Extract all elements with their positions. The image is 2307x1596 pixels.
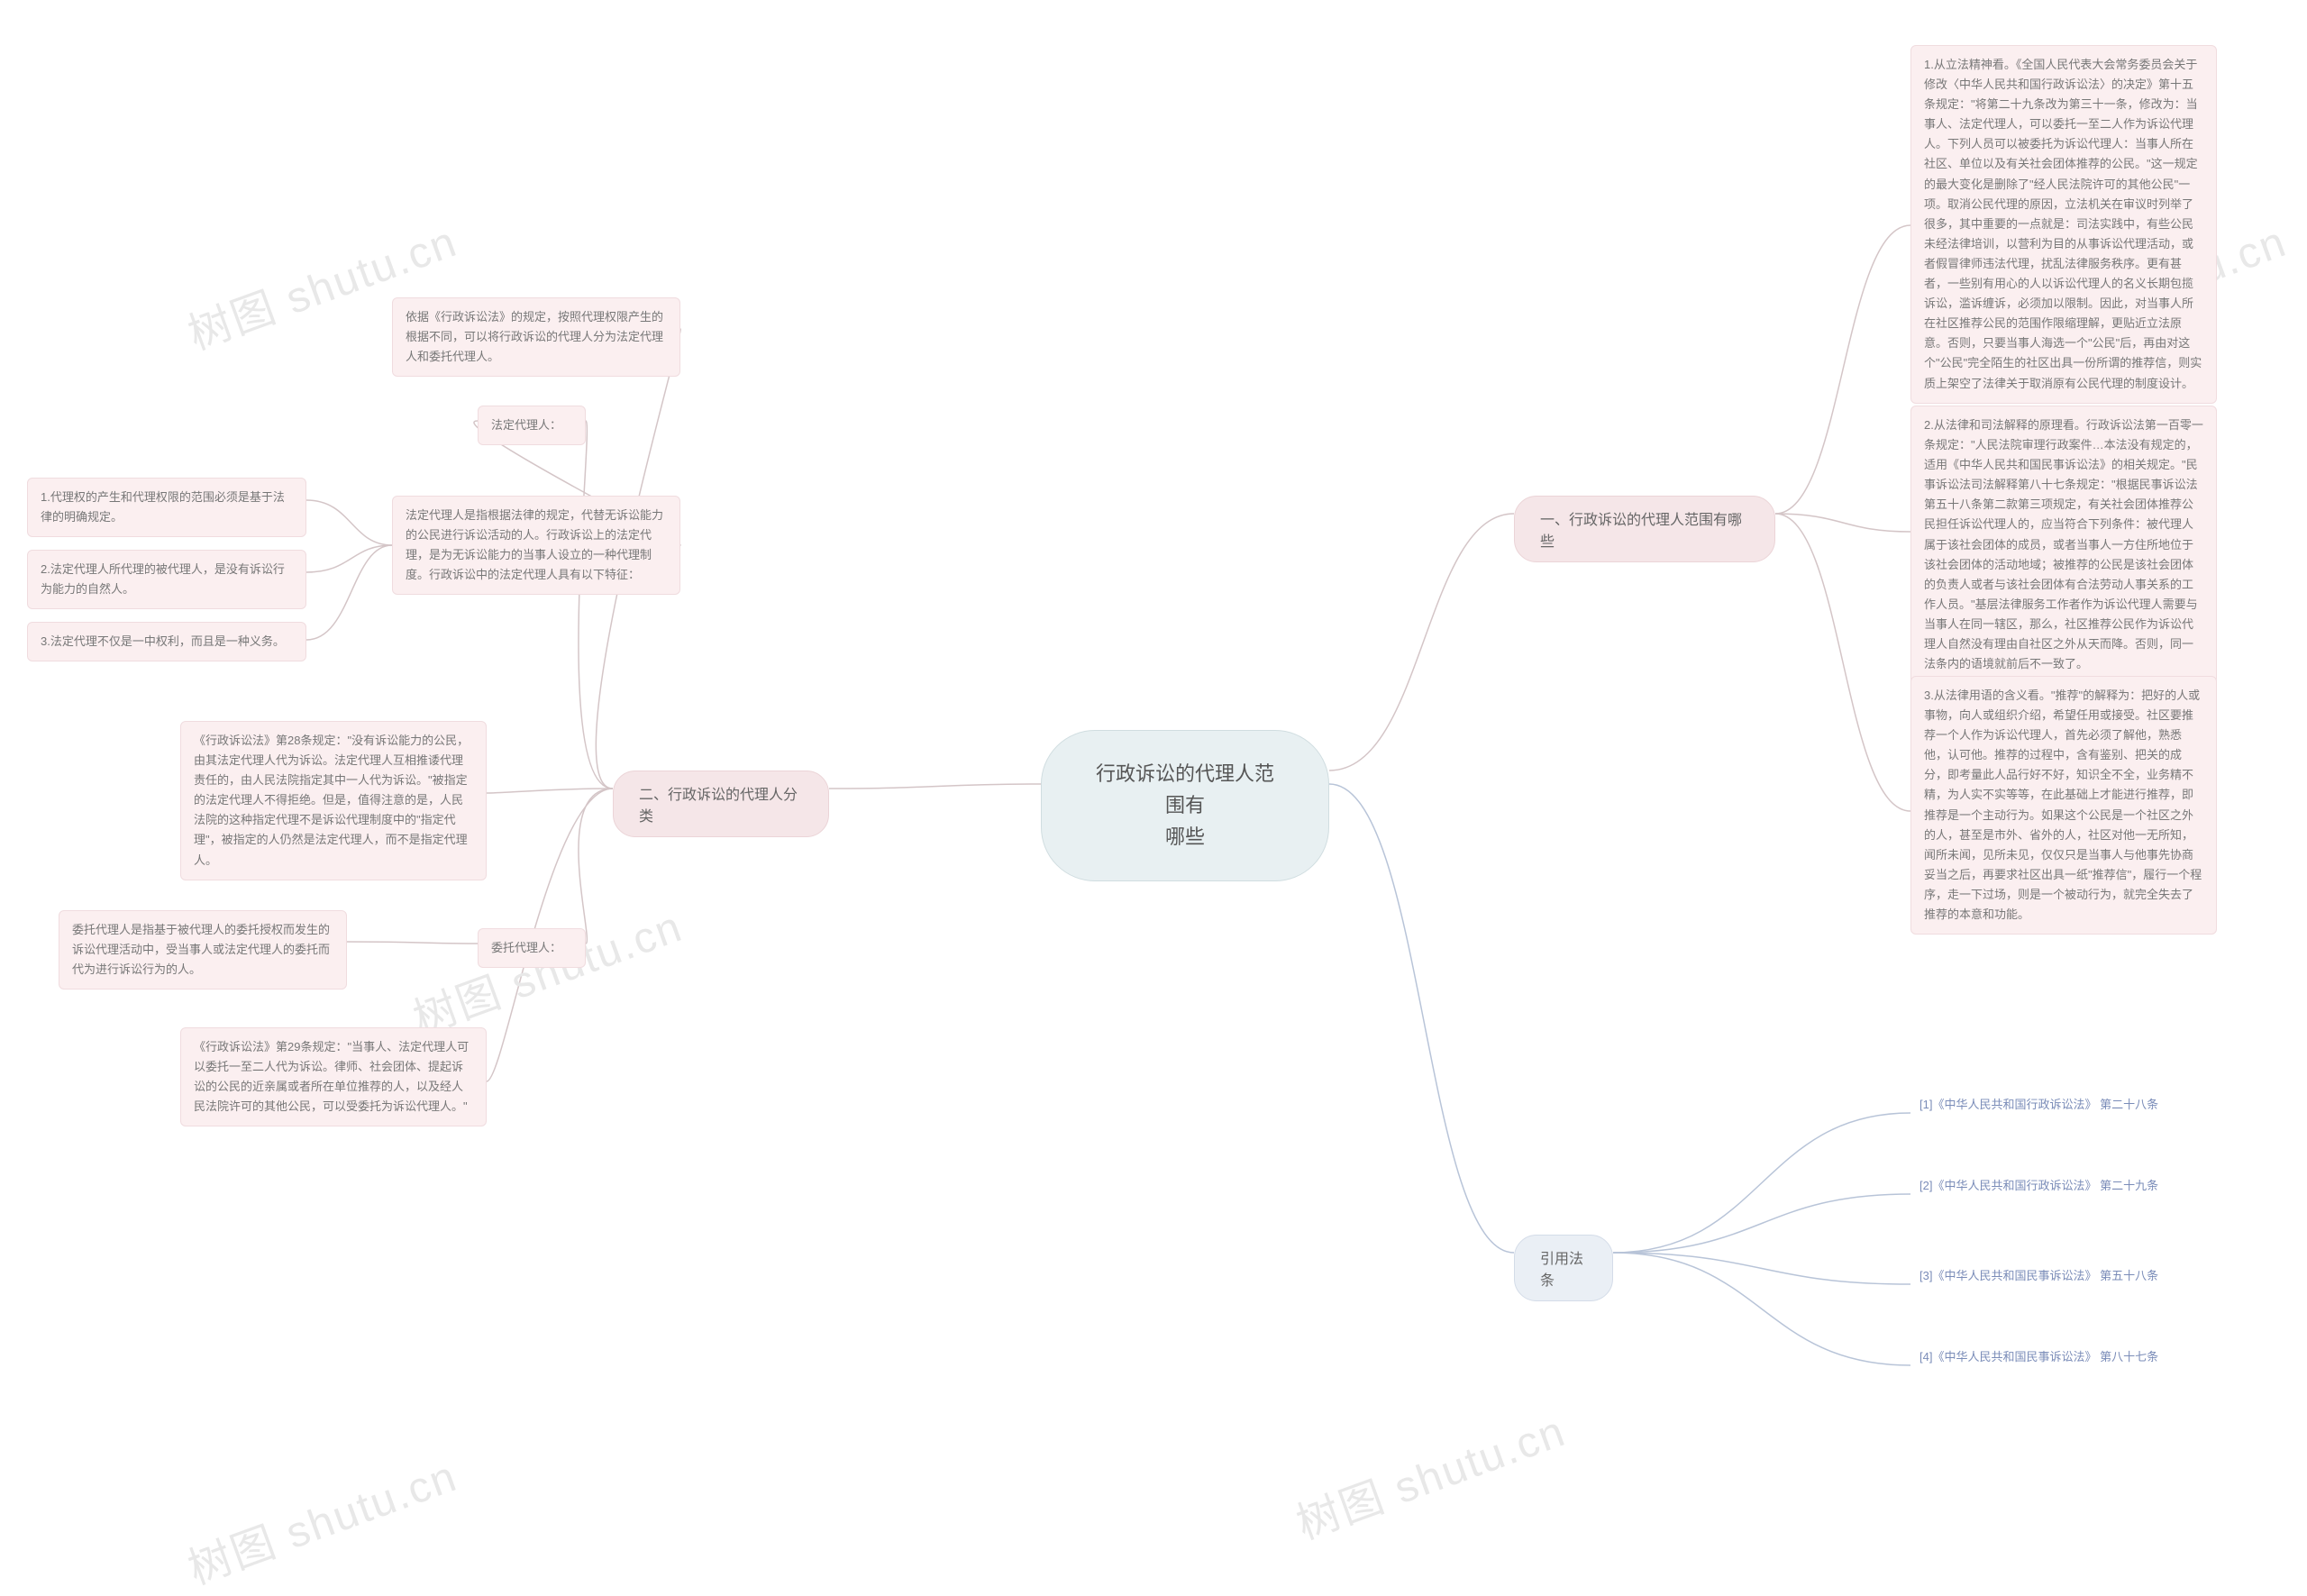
s1-item1[interactable]: 1.从立法精神看。《全国人民代表大会常务委员会关于修改〈中华人民共和国行政诉讼法… [1910,45,2217,404]
section-3-label: 引用法条 [1540,1252,1583,1289]
edge-center-s3 [1329,784,1514,1253]
s2-art29[interactable]: 《行政诉讼法》第29条规定："当事人、法定代理人可以委托一至二人代为诉讼。律师、… [180,1027,487,1126]
s2-legal-2[interactable]: 2.法定代理人所代理的被代理人，是没有诉讼行为能力的自然人。 [27,550,306,609]
law-2-text: [2]《中华人民共和国行政诉讼法》 第二十九条 [1919,1179,2158,1192]
s2-art28-text: 《行政诉讼法》第28条规定："没有诉讼能力的公民，由其法定代理人代为诉讼。法定代… [194,734,469,867]
edge-legal-3 [306,545,392,640]
edge-s3-law1 [1613,1113,1910,1253]
s2-top-text: 依据《行政诉讼法》的规定，按照代理权限产生的根据不同，可以将行政诉讼的代理人分为… [406,310,663,363]
edge-s3-law2 [1613,1194,1910,1253]
edge-legal-2 [306,545,392,572]
law-3-text: [3]《中华人民共和国民事诉讼法》 第五十八条 [1919,1269,2158,1282]
s2-delegate-text: 委托代理人： [491,941,561,954]
law-2[interactable]: [2]《中华人民共和国行政诉讼法》 第二十九条 [1910,1172,2181,1201]
law-3[interactable]: [3]《中华人民共和国民事诉讼法》 第五十八条 [1910,1262,2181,1291]
watermark-3: 树图 shutu.cn [178,1441,464,1596]
edge-center-s2 [829,784,1041,789]
section-1[interactable]: 一、行政诉讼的代理人范围有哪些 [1514,496,1775,562]
edge-s3-law4 [1613,1253,1910,1365]
section-2[interactable]: 二、行政诉讼的代理人分类 [613,771,829,837]
law-1[interactable]: [1]《中华人民共和国行政诉讼法》 第二十八条 [1910,1090,2181,1120]
edge-center-s1 [1329,514,1514,771]
s1-item2-text: 2.从法律和司法解释的原理看。行政诉讼法第一百零一条规定："人民法院审理行政案件… [1924,418,2203,670]
center-label: 行政诉讼的代理人范围有 哪些 [1096,762,1274,848]
watermark-4: 树图 shutu.cn [1286,1396,1573,1552]
law-4-text: [4]《中华人民共和国民事诉讼法》 第八十七条 [1919,1350,2158,1363]
section-3[interactable]: 引用法条 [1514,1235,1613,1301]
s2-legal-1-text: 1.代理权的产生和代理权限的范围必须是基于法律的明确规定。 [41,490,285,524]
center-node[interactable]: 行政诉讼的代理人范围有 哪些 [1041,730,1329,881]
edge-legal-1 [306,500,392,545]
s1-item1-text: 1.从立法精神看。《全国人民代表大会常务委员会关于修改〈中华人民共和国行政诉讼法… [1924,58,2202,390]
s1-item3-text: 3.从法律用语的含义看。"推荐"的解释为：把好的人或事物，向人或组织介绍，希望任… [1924,689,2202,921]
edge-s1-item2 [1775,514,1910,532]
s2-delegate[interactable]: 委托代理人： [478,928,586,968]
edge-s2-delegate [579,789,613,944]
s2-legal-desc[interactable]: 法定代理人是指根据法律的规定，代替无诉讼能力的公民进行诉讼活动的人。行政诉讼上的… [392,496,680,595]
section-2-label: 二、行政诉讼的代理人分类 [639,788,798,825]
edge-s1-item3 [1775,514,1910,811]
watermark-2: 树图 shutu.cn [403,891,689,1047]
law-4[interactable]: [4]《中华人民共和国民事诉讼法》 第八十七条 [1910,1343,2181,1373]
s2-art28[interactable]: 《行政诉讼法》第28条规定："没有诉讼能力的公民，由其法定代理人代为诉讼。法定代… [180,721,487,880]
law-1-text: [1]《中华人民共和国行政诉讼法》 第二十八条 [1919,1098,2158,1111]
edge-s1-item1 [1775,225,1910,514]
s2-legal-2-text: 2.法定代理人所代理的被代理人，是没有诉讼行为能力的自然人。 [41,562,285,596]
s2-legal-1[interactable]: 1.代理权的产生和代理权限的范围必须是基于法律的明确规定。 [27,478,306,537]
section-1-label: 一、行政诉讼的代理人范围有哪些 [1540,513,1742,550]
s2-delegate-desc-text: 委托代理人是指基于被代理人的委托授权而发生的诉讼代理活动中，受当事人或法定代理人… [72,923,330,976]
s2-top[interactable]: 依据《行政诉讼法》的规定，按照代理权限产生的根据不同，可以将行政诉讼的代理人分为… [392,297,680,377]
edge-s3-law3 [1613,1253,1910,1284]
s2-legal-text: 法定代理人： [491,418,561,432]
s2-delegate-desc[interactable]: 委托代理人是指基于被代理人的委托授权而发生的诉讼代理活动中，受当事人或法定代理人… [59,910,347,990]
edge-s2-legal [579,421,613,789]
edge-delegate-desc [347,942,478,944]
s2-legal-3-text: 3.法定代理不仅是一中权利，而且是一种义务。 [41,634,285,648]
s2-legal-3[interactable]: 3.法定代理不仅是一中权利，而且是一种义务。 [27,622,306,661]
edge-s2-art28 [487,789,613,793]
s1-item2[interactable]: 2.从法律和司法解释的原理看。行政诉讼法第一百零一条规定："人民法院审理行政案件… [1910,406,2217,684]
s2-art29-text: 《行政诉讼法》第29条规定："当事人、法定代理人可以委托一至二人代为诉讼。律师、… [194,1040,469,1113]
s2-legal[interactable]: 法定代理人： [478,406,586,445]
s2-legal-desc-text: 法定代理人是指根据法律的规定，代替无诉讼能力的公民进行诉讼活动的人。行政诉讼上的… [406,508,663,581]
s1-item3[interactable]: 3.从法律用语的含义看。"推荐"的解释为：把好的人或事物，向人或组织介绍，希望任… [1910,676,2217,935]
